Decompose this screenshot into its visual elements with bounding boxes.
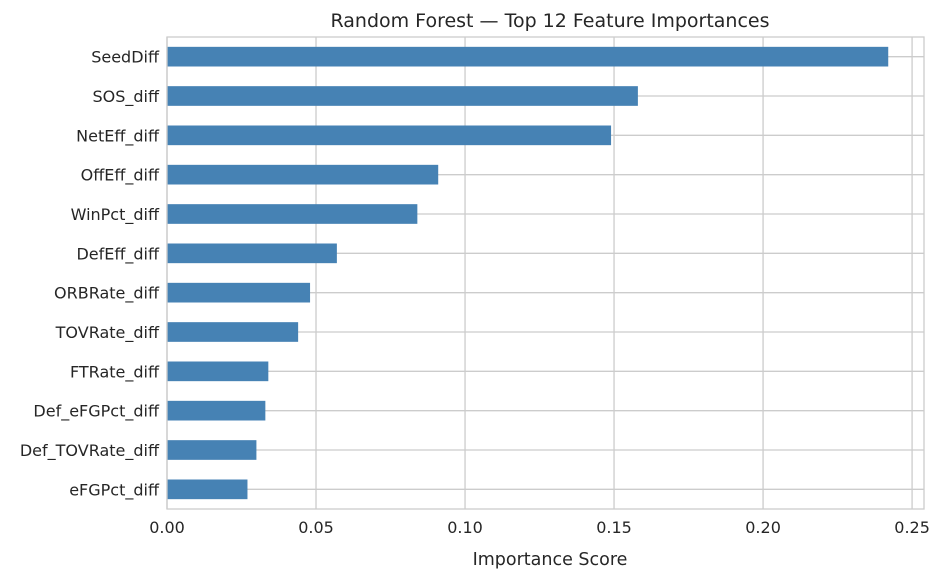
chart-title: Random Forest — Top 12 Feature Importanc…: [330, 10, 769, 32]
y-tick-label: DefEff_diff: [76, 244, 160, 264]
x-tick-label: 0.05: [298, 518, 334, 537]
x-tick-labels: 0.00 0.05 0.10 0.15 0.20 0.25: [149, 518, 930, 537]
bar-efgpct-diff: [167, 479, 248, 500]
y-tick-label: ORBRate_diff: [54, 284, 160, 304]
x-tick-label: 0.00: [149, 518, 185, 537]
x-tick-label: 0.20: [745, 518, 781, 537]
bar-seeddiff: [167, 46, 889, 67]
x-tick-label: 0.10: [447, 518, 483, 537]
bar-def-efgpct-diff: [167, 400, 266, 421]
bar-neteff-diff: [167, 125, 612, 146]
y-tick-label: FTRate_diff: [70, 362, 160, 382]
y-tick-label: NetEff_diff: [76, 126, 160, 146]
bar-def-tovrate-diff: [167, 440, 257, 460]
x-axis-label: Importance Score: [473, 550, 628, 570]
bar-sos-diff: [167, 86, 638, 106]
bars: [167, 46, 889, 500]
y-tick-label: SeedDiff: [91, 48, 160, 67]
y-tick-label: SOS_diff: [92, 87, 160, 107]
bar-offeff-diff: [167, 164, 439, 185]
bar-ftrate-diff: [167, 361, 269, 382]
bar-defeff-diff: [167, 243, 337, 264]
grid-lines: [166, 37, 924, 509]
y-tick-label: TOVRate_diff: [55, 323, 160, 343]
bar-orbrate-diff: [167, 282, 311, 303]
y-tick-label: Def_TOVRate_diff: [20, 441, 160, 461]
bar-tovrate-diff: [167, 322, 299, 342]
y-tick-label: Def_eFGPct_diff: [33, 402, 160, 422]
y-tick-label: OffEff_diff: [81, 166, 160, 186]
x-tick-label: 0.25: [894, 518, 930, 537]
bar-winpct-diff: [167, 204, 418, 224]
y-tick-label: WinPct_diff: [71, 205, 160, 225]
y-tick-label: eFGPct_diff: [69, 480, 160, 500]
plot-area-border: [166, 36, 925, 510]
y-tick-labels: SeedDiff SOS_diff NetEff_diff OffEff_diff Wi…: [20, 48, 160, 501]
x-tick-label: 0.15: [596, 518, 632, 537]
